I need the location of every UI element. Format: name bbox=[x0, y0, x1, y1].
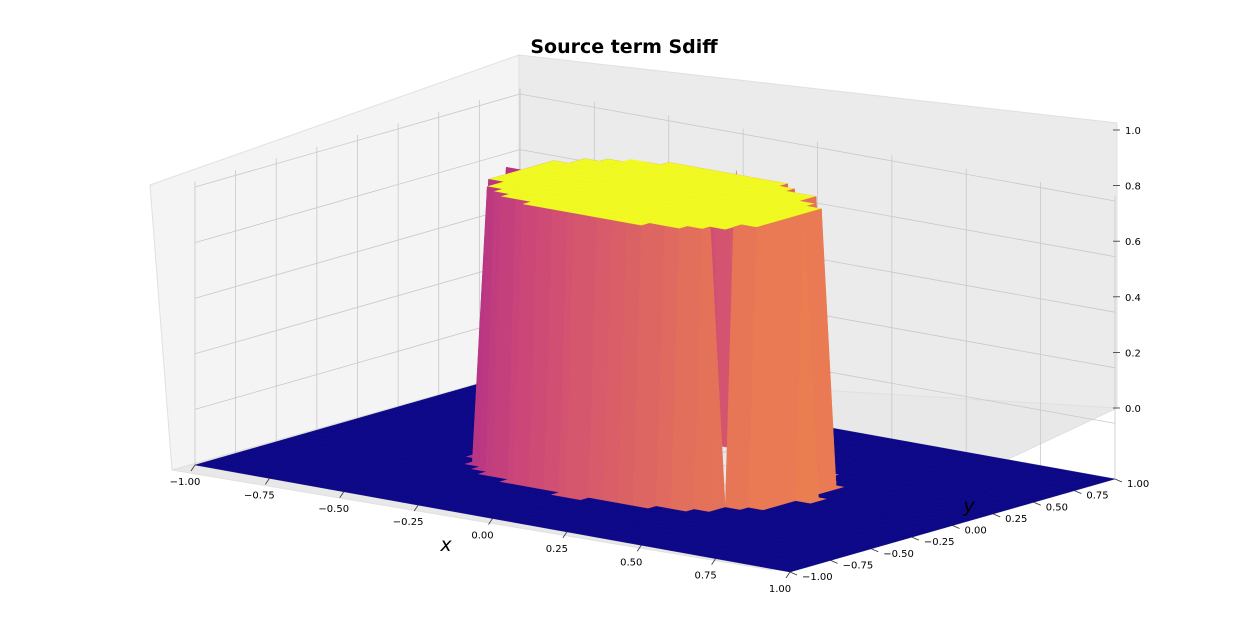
y-axis-label: y bbox=[962, 495, 975, 517]
y-tick-mark bbox=[911, 536, 920, 541]
x-tick-mark bbox=[413, 504, 419, 512]
y-tick-mark bbox=[952, 525, 960, 529]
y-tick-label: 0.25 bbox=[1005, 514, 1027, 525]
y-tick-label: 1.00 bbox=[1127, 479, 1149, 490]
y-tick-label: −0.50 bbox=[883, 549, 914, 560]
z-tick-label: 0.8 bbox=[1125, 182, 1141, 193]
left-wall-grid-z bbox=[194, 149, 521, 243]
y-tick-mark bbox=[789, 571, 798, 576]
x-axis-label: x bbox=[439, 534, 452, 556]
x-tick-label: 0.25 bbox=[546, 544, 568, 555]
y-tick-label: −1.00 bbox=[802, 572, 833, 583]
x-tick-label: −0.50 bbox=[318, 504, 349, 515]
z-tick-label: 0.2 bbox=[1125, 348, 1141, 359]
y-tick-mark bbox=[1114, 478, 1123, 483]
y-tick-mark bbox=[830, 560, 838, 564]
z-tick-label: 0.6 bbox=[1125, 237, 1141, 248]
x-tick-label: −0.75 bbox=[244, 490, 275, 501]
y-tick-mark bbox=[992, 513, 1001, 518]
surface bbox=[194, 158, 1116, 573]
x-tick-mark bbox=[636, 545, 642, 552]
left-wall-grid-z bbox=[194, 93, 521, 188]
y-tick-mark bbox=[871, 548, 879, 553]
axis-ticks: −1.00−0.75−0.50−0.250.000.250.500.751.00… bbox=[170, 126, 1150, 595]
surface-cell bbox=[775, 566, 799, 573]
left-wall-grid-z bbox=[194, 316, 521, 410]
x-tick-label: 0.50 bbox=[620, 557, 642, 568]
y-tick-label: −0.75 bbox=[843, 560, 874, 571]
z-tick-label: 0.0 bbox=[1125, 404, 1141, 415]
x-tick-label: 0.75 bbox=[694, 571, 716, 582]
z-tick-label: 1.0 bbox=[1125, 126, 1141, 137]
x-tick-label: 0.00 bbox=[471, 531, 493, 542]
x-tick-label: −0.25 bbox=[393, 517, 424, 528]
y-tick-label: 0.50 bbox=[1046, 502, 1068, 513]
x-tick-mark bbox=[562, 531, 568, 539]
left-wall-grid-z bbox=[194, 260, 521, 355]
left-wall-grid-z bbox=[194, 204, 521, 299]
y-tick-label: 0.75 bbox=[1086, 491, 1108, 502]
x-tick-mark bbox=[265, 478, 270, 485]
x-tick-label: 1.00 bbox=[769, 584, 791, 595]
x-tick-label: −1.00 bbox=[170, 477, 201, 488]
y-tick-label: −0.25 bbox=[924, 537, 955, 548]
y-tick-mark bbox=[1074, 490, 1082, 494]
x-tick-mark bbox=[190, 464, 196, 472]
x-tick-mark bbox=[339, 491, 345, 498]
x-tick-mark bbox=[488, 518, 493, 525]
back-wall-grid-z bbox=[519, 93, 1116, 202]
y-tick-mark bbox=[1033, 501, 1041, 506]
x-tick-mark bbox=[785, 571, 791, 579]
y-tick-label: 0.00 bbox=[965, 526, 987, 537]
z-tick-label: 0.4 bbox=[1125, 293, 1141, 304]
x-tick-mark bbox=[711, 558, 716, 565]
chart-title: Source term Sdiff bbox=[530, 36, 718, 58]
